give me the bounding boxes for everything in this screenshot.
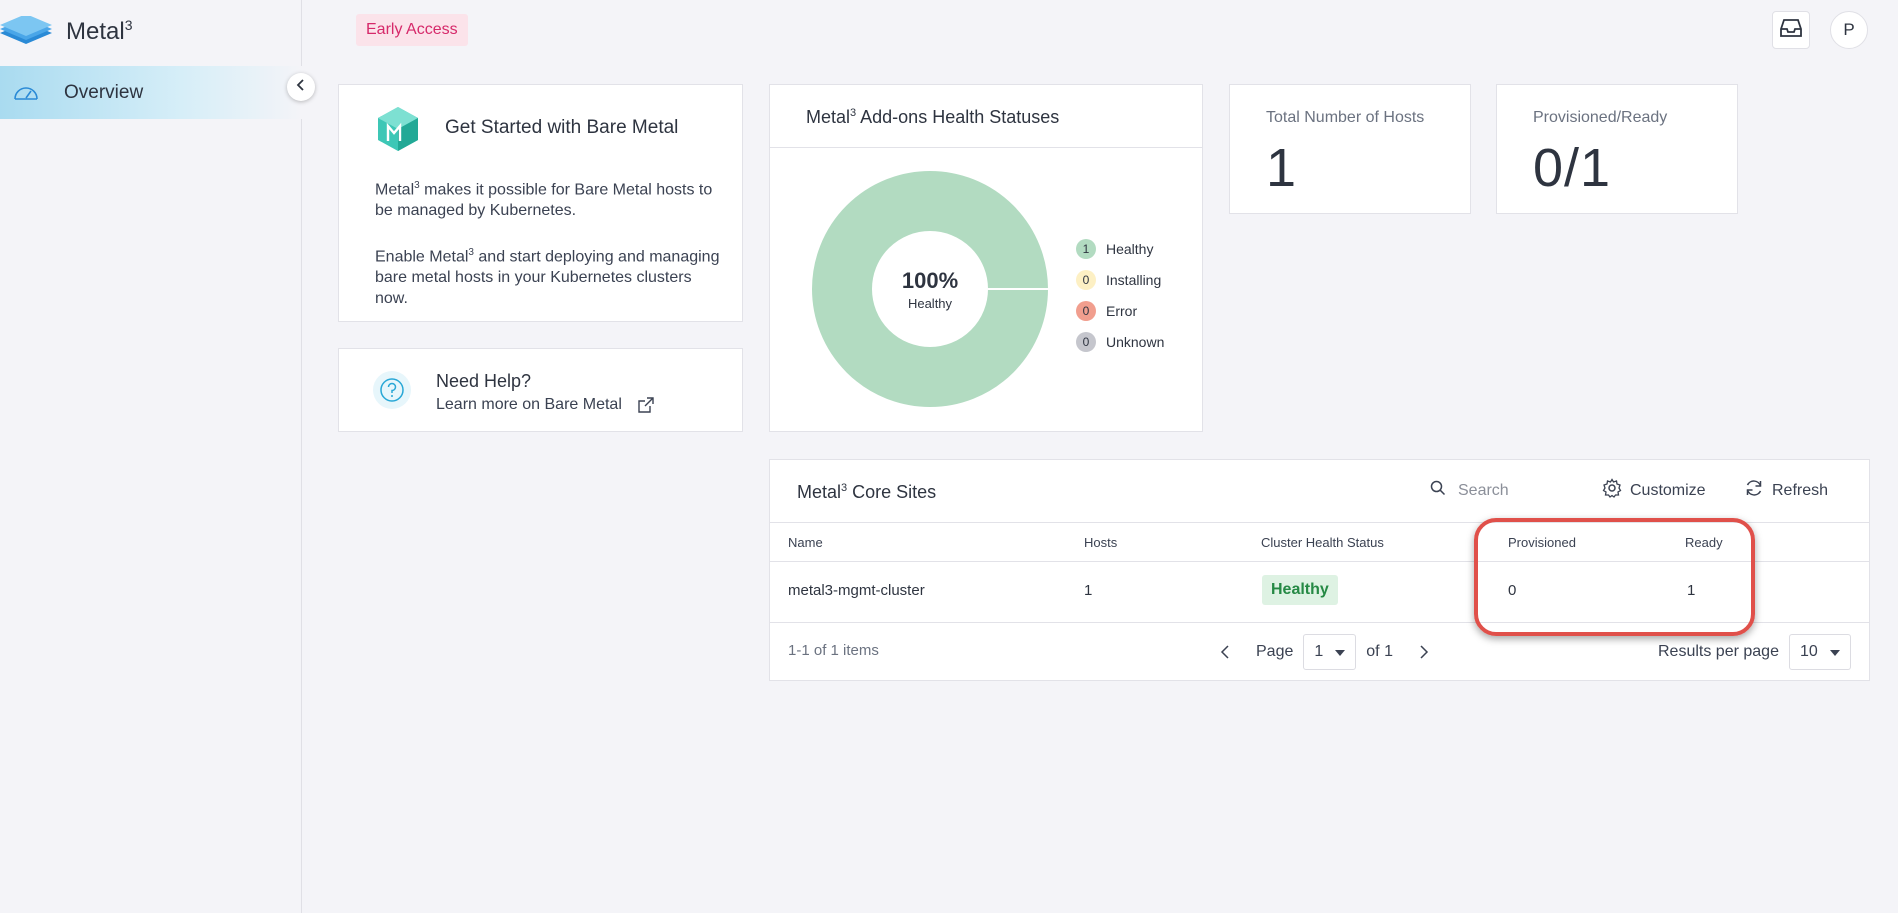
refresh-label: Refresh <box>1772 481 1829 499</box>
dashboard-gauge-icon <box>12 79 40 107</box>
cell-provisioned: 0 <box>1508 582 1517 599</box>
external-link-icon <box>638 397 654 413</box>
chevron-left-icon <box>295 78 307 96</box>
page-of-label: of 1 <box>1366 643 1393 660</box>
app-logo[interactable]: Metal3 <box>0 14 132 48</box>
total-hosts-value: 1 <box>1266 138 1298 198</box>
metal3-layers-icon <box>0 16 52 46</box>
get-started-description: Metal3 makes it possible for Bare Metal … <box>375 180 713 220</box>
next-page-button[interactable] <box>1409 637 1439 667</box>
metal3-cube-logo-icon <box>375 105 421 158</box>
legend-count: 0 <box>1076 269 1096 290</box>
customize-label: Customize <box>1630 481 1706 499</box>
user-avatar[interactable]: P <box>1830 11 1868 49</box>
refresh-button[interactable]: Refresh <box>1744 478 1828 503</box>
table-footer: 1-1 of 1 items Page 1 of 1 Results per p… <box>770 623 1869 681</box>
results-per-page: Results per page 10 <box>1658 634 1861 670</box>
refresh-icon <box>1744 478 1764 503</box>
early-access-badge: Early Access <box>356 14 468 46</box>
get-started-card: Get Started with Bare Metal Metal3 makes… <box>338 84 743 322</box>
provisioned-ready-card: Provisioned/Ready 0/1 <box>1496 84 1738 214</box>
customize-button[interactable]: Customize <box>1602 478 1706 503</box>
page-select-value: 1 <box>1314 643 1324 660</box>
chevron-left-icon <box>1220 645 1229 659</box>
column-header-ready[interactable]: Ready <box>1685 535 1723 550</box>
sidebar: Metal3 Overview <box>0 0 302 913</box>
table-header: Name Hosts Cluster Health Status Provisi… <box>770 522 1869 562</box>
results-per-page-value: 10 <box>1799 643 1818 660</box>
legend-item-unknown[interactable]: 0 Unknown <box>1076 326 1164 357</box>
gear-icon <box>1602 478 1622 503</box>
legend-count: 1 <box>1076 238 1096 259</box>
learn-more-link[interactable]: Learn more on Bare Metal <box>436 396 654 414</box>
search-box[interactable] <box>1430 480 1578 501</box>
legend-label: Installing <box>1106 271 1162 288</box>
inbox-button[interactable] <box>1772 11 1810 49</box>
legend-label: Error <box>1106 302 1138 319</box>
learn-more-link-label: Learn more on Bare Metal <box>436 396 622 413</box>
page-label: Page <box>1256 643 1294 660</box>
health-legend: 1 Healthy 0 Installing 0 Error 0 Unknown <box>1076 233 1164 357</box>
total-hosts-card: Total Number of Hosts 1 <box>1229 84 1471 214</box>
sidebar-item-overview[interactable]: Overview <box>0 66 302 119</box>
results-per-page-select[interactable]: 10 <box>1788 634 1851 670</box>
app-title: Metal3 <box>66 16 133 45</box>
question-circle-icon <box>373 371 411 409</box>
legend-item-healthy[interactable]: 1 Healthy <box>1076 233 1164 264</box>
collapse-sidebar-button[interactable] <box>287 73 315 101</box>
caret-down-icon <box>1829 643 1840 661</box>
page-select[interactable]: 1 <box>1303 634 1357 670</box>
column-header-provisioned[interactable]: Provisioned <box>1508 535 1576 550</box>
get-started-enable-text: Enable Metal3 and start deploying and ma… <box>375 247 720 308</box>
core-sites-card: Metal3 Core Sites Customize Refresh Name… <box>769 459 1870 681</box>
legend-count: 0 <box>1076 300 1096 321</box>
provisioned-ready-label: Provisioned/Ready <box>1533 109 1668 126</box>
legend-count: 0 <box>1076 331 1096 352</box>
cell-hosts: 1 <box>1084 582 1093 599</box>
results-per-page-label: Results per page <box>1658 643 1779 660</box>
legend-label: Healthy <box>1106 240 1154 257</box>
health-status-card: Metal3 Add-ons Health Statuses 100% Heal… <box>769 84 1203 432</box>
core-sites-title: Metal3 Core Sites <box>797 482 937 502</box>
legend-item-error[interactable]: 0 Error <box>1076 295 1164 326</box>
total-hosts-label: Total Number of Hosts <box>1266 109 1425 126</box>
help-card: Need Help? Learn more on Bare Metal <box>338 348 743 432</box>
divider <box>770 147 1202 148</box>
status-badge: Healthy <box>1262 575 1338 605</box>
inbox-icon <box>1780 18 1802 43</box>
table-row[interactable]: metal3-mgmt-cluster 1 Healthy 0 1 <box>770 562 1869 623</box>
health-status-title: Metal3 Add-ons Health Statuses <box>806 107 1060 127</box>
caret-down-icon <box>1335 643 1346 661</box>
legend-item-installing[interactable]: 0 Installing <box>1076 264 1164 295</box>
health-donut-chart <box>812 171 1048 407</box>
cell-ready: 1 <box>1687 582 1696 599</box>
column-header-cluster-health[interactable]: Cluster Health Status <box>1261 535 1384 550</box>
help-title: Need Help? <box>436 371 532 391</box>
legend-label: Unknown <box>1106 333 1165 350</box>
provisioned-ready-value: 0/1 <box>1533 138 1612 198</box>
cell-name[interactable]: metal3-mgmt-cluster <box>788 582 925 599</box>
items-count: 1-1 of 1 items <box>788 642 879 659</box>
column-header-name[interactable]: Name <box>788 535 823 550</box>
column-header-hosts[interactable]: Hosts <box>1084 535 1118 550</box>
get-started-title: Get Started with Bare Metal <box>445 117 679 138</box>
sidebar-item-label: Overview <box>64 81 144 103</box>
search-input[interactable] <box>1458 481 1578 500</box>
chevron-right-icon <box>1420 645 1429 659</box>
previous-page-button[interactable] <box>1210 637 1240 667</box>
search-icon <box>1430 480 1446 501</box>
pagination: Page 1 of 1 <box>1210 634 1439 670</box>
